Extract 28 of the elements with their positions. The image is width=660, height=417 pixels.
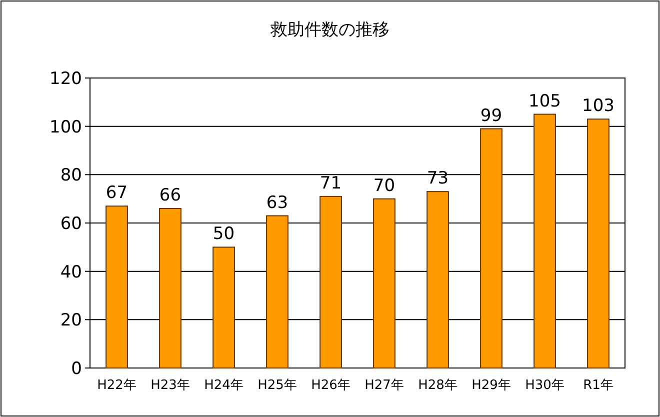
data-label: 105 [528,91,561,112]
y-tick-label: 60 [60,214,82,234]
y-tick-label: 100 [50,117,82,138]
data-label: 99 [480,106,502,126]
x-tick-label: H27年 [364,378,404,393]
data-label: 50 [212,224,235,244]
x-tick-label: H23年 [150,378,190,393]
y-tick-label: 20 [60,310,82,331]
chart-title: 救助件数の推移 [270,20,390,40]
y-tick-label: 0 [71,359,82,379]
x-tick-label: H26年 [311,378,350,393]
data-label: 63 [266,192,288,213]
data-label: 67 [106,183,128,204]
data-label: 66 [159,186,182,206]
x-tick-label: H24年 [204,378,244,393]
y-tick-label: 40 [60,262,82,282]
data-label: 71 [320,173,342,194]
x-tick-label: R1年 [583,378,614,393]
y-tick-label: 120 [50,69,82,89]
data-label: 70 [373,176,396,196]
x-tick-label: H29年 [472,378,511,393]
data-label: 73 [426,168,449,189]
x-tick-label: H25年 [258,378,297,393]
y-tick-label: 80 [60,166,82,186]
x-tick-label: H28年 [418,378,458,393]
data-label: 103 [582,96,614,116]
x-tick-label: H30年 [525,378,564,393]
x-tick-label: H22年 [97,378,136,393]
